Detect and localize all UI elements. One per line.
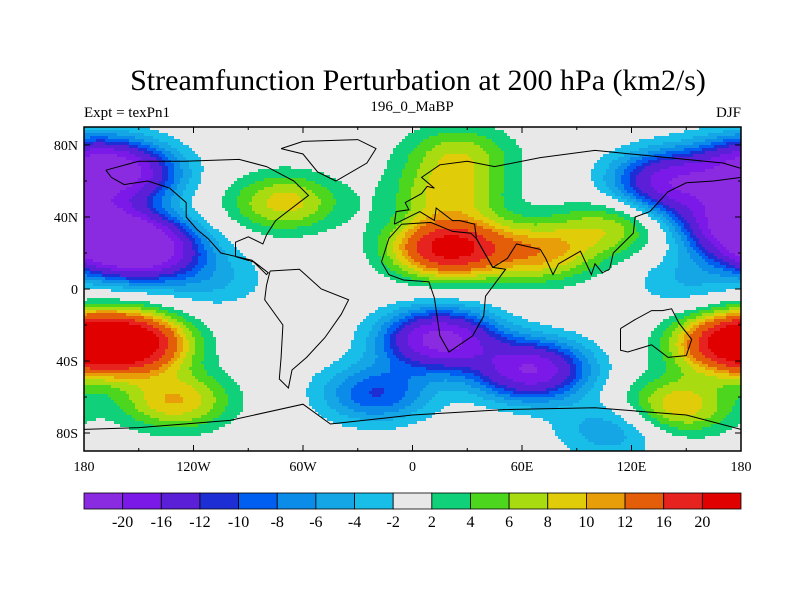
streamfunction-field: [84, 127, 742, 452]
subtitle-right: DJF: [716, 105, 741, 121]
subtitle-left: Expt = texPn1: [84, 105, 170, 121]
chart-title: Streamfunction Perturbation at 200 hPa (…: [130, 64, 706, 97]
subtitle-center: 196_0_MaBP: [370, 99, 453, 115]
